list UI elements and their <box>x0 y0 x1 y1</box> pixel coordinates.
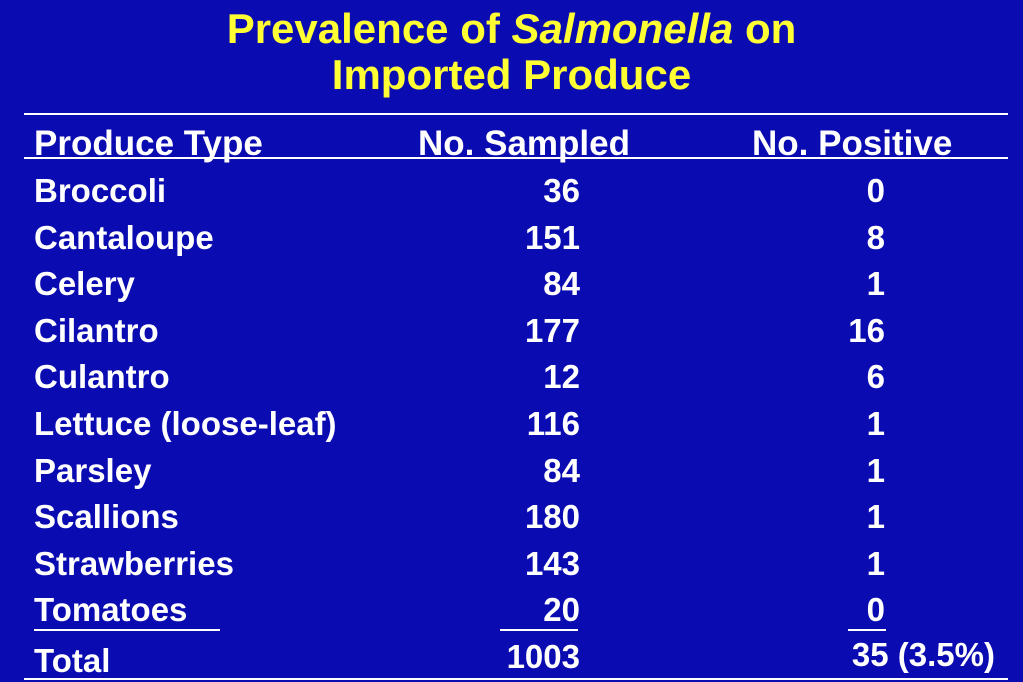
title-organism: Salmonella <box>511 5 734 52</box>
row-no-sampled: 36 <box>543 172 580 209</box>
row-no-positive: 1 <box>866 498 885 535</box>
title-divider <box>24 113 1008 115</box>
row-produce-name: Tomatoes <box>34 591 188 628</box>
row-no-sampled: 84 <box>543 265 580 302</box>
row-produce-name: Lettuce (loose-leaf) <box>34 405 337 442</box>
row-no-positive: 16 <box>848 312 885 349</box>
row-no-positive: 0 <box>866 172 885 209</box>
row-no-sampled: 177 <box>524 312 580 349</box>
row-no-sampled: 151 <box>524 219 580 256</box>
sampled-sum-line <box>500 629 578 631</box>
row-produce-name: Strawberries <box>34 545 234 582</box>
row-produce-name: Parsley <box>34 452 152 489</box>
header-divider <box>24 157 1008 159</box>
row-no-sampled: 116 <box>526 405 580 442</box>
title-prefix: Prevalence of <box>226 5 500 52</box>
row-produce-name: Cilantro <box>34 312 159 349</box>
row-produce-name: Scallions <box>34 498 179 535</box>
header-produce-type: Produce Type <box>34 124 263 163</box>
row-no-sampled: 143 <box>524 545 580 582</box>
row-no-positive: 1 <box>866 545 885 582</box>
total-label: Total <box>34 642 111 679</box>
row-no-sampled: 180 <box>524 498 580 535</box>
total-no-positive: 35 (3.5%) <box>851 636 995 673</box>
row-no-sampled: 84 <box>543 452 580 489</box>
row-produce-name: Cantaloupe <box>34 219 214 256</box>
total-no-sampled: 1003 <box>506 638 580 675</box>
row-no-positive: 6 <box>866 358 885 395</box>
row-no-sampled: 20 <box>543 591 580 628</box>
title-suffix: on <box>744 5 797 52</box>
row-produce-name: Celery <box>34 265 135 302</box>
row-no-positive: 1 <box>866 405 885 442</box>
title-line-1: Prevalence of Salmonella on <box>0 6 1023 52</box>
row-no-positive: 1 <box>866 265 885 302</box>
page-title: Prevalence of Salmonella on Imported Pro… <box>0 6 1023 98</box>
row-no-positive: 0 <box>866 591 885 628</box>
row-produce-name: Broccoli <box>34 172 167 209</box>
header-no-sampled: No. Sampled <box>418 124 630 163</box>
bottom-divider <box>24 678 1008 680</box>
header-no-positive: No. Positive <box>752 124 953 163</box>
positive-sum-line <box>848 629 886 631</box>
row-no-positive: 1 <box>866 452 885 489</box>
row-produce-name: Culantro <box>34 358 170 395</box>
row-no-sampled: 12 <box>543 358 580 395</box>
title-line-2: Imported Produce <box>331 51 692 98</box>
produce-underline <box>34 629 220 631</box>
row-no-positive: 8 <box>866 219 885 256</box>
